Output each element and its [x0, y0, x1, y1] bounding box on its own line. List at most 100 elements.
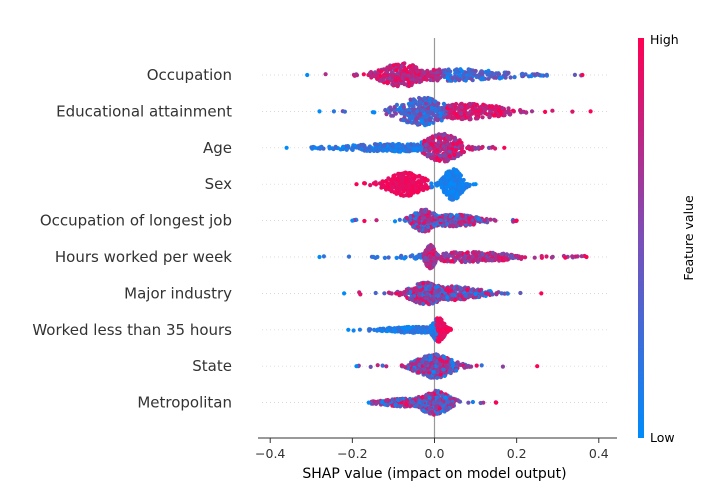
- shap-point: [423, 255, 428, 261]
- feature-swarm: [354, 167, 478, 202]
- feature-swarm: [342, 280, 544, 307]
- shap-point: [408, 254, 413, 259]
- shap-point: [436, 101, 441, 106]
- shap-point: [403, 326, 409, 331]
- shap-point: [473, 68, 478, 74]
- shap-point: [563, 255, 568, 260]
- shap-point: [427, 116, 432, 121]
- shap-point: [432, 221, 437, 226]
- shap-point: [407, 325, 412, 330]
- shap-point: [440, 359, 445, 364]
- shap-point: [448, 104, 453, 109]
- shap-point: [438, 320, 443, 325]
- shap-point: [419, 185, 424, 190]
- shap-point: [425, 291, 430, 297]
- beeswarm-layer: [284, 61, 593, 417]
- shap-point: [457, 191, 463, 196]
- shap-point: [480, 115, 485, 120]
- shap-point: [483, 218, 488, 223]
- shap-point: [441, 323, 446, 328]
- shap-point: [317, 145, 323, 150]
- shap-point: [493, 257, 498, 262]
- shap-point: [341, 144, 346, 149]
- shap-point: [350, 218, 355, 223]
- shap-point: [570, 254, 575, 259]
- shap-point: [411, 103, 416, 109]
- shap-point: [385, 73, 390, 78]
- shap-point: [454, 196, 459, 201]
- shap-point: [469, 364, 474, 369]
- shap-point: [437, 287, 442, 292]
- shap-point: [450, 116, 455, 121]
- shap-point: [362, 181, 367, 186]
- shap-point: [354, 73, 360, 78]
- shap-point: [474, 102, 479, 107]
- shap-point: [408, 178, 413, 183]
- shap-point: [391, 113, 396, 118]
- shap-point: [415, 325, 420, 330]
- shap-point: [423, 360, 428, 365]
- shap-point: [427, 210, 432, 215]
- shap-point: [362, 148, 367, 153]
- shap-point: [487, 71, 492, 76]
- shap-point: [490, 250, 495, 255]
- shap-point: [442, 159, 447, 164]
- shap-point: [445, 171, 450, 176]
- shap-point: [382, 255, 387, 260]
- shap-point: [440, 257, 445, 262]
- shap-point: [474, 363, 479, 368]
- shap-point: [346, 327, 351, 332]
- shap-point: [510, 108, 516, 113]
- shap-point: [455, 115, 460, 120]
- shap-point: [434, 252, 439, 257]
- shap-point: [502, 113, 507, 118]
- shap-point: [407, 103, 412, 108]
- shap-point: [354, 182, 359, 187]
- shap-point: [397, 293, 402, 298]
- shap-point: [321, 146, 326, 151]
- shap-point: [416, 370, 421, 375]
- shap-point: [428, 77, 433, 83]
- shap-point: [457, 253, 462, 258]
- shap-point: [395, 84, 400, 89]
- shap-point: [580, 72, 585, 78]
- shap-point: [369, 74, 374, 79]
- shap-point: [368, 327, 373, 332]
- shap-point: [441, 68, 446, 73]
- shap-point: [400, 175, 406, 180]
- shap-point: [477, 288, 482, 293]
- shap-point: [380, 179, 385, 184]
- shap-point: [385, 184, 390, 189]
- shap-point: [378, 73, 383, 78]
- shap-point: [448, 214, 453, 219]
- shap-point: [371, 148, 377, 153]
- shap-point: [367, 71, 373, 76]
- shap-point: [327, 144, 332, 149]
- shap-point: [438, 218, 443, 223]
- shap-point: [357, 327, 362, 332]
- shap-point: [392, 219, 398, 224]
- shap-point: [446, 184, 451, 189]
- shap-point: [499, 112, 504, 117]
- shap-point: [446, 157, 451, 162]
- shap-point: [503, 256, 508, 261]
- shap-point: [431, 112, 436, 117]
- shap-point: [481, 257, 486, 262]
- shap-point: [537, 72, 542, 77]
- shap-point: [488, 217, 493, 222]
- shap-point: [496, 108, 501, 113]
- shap-point: [441, 115, 446, 120]
- shap-point: [372, 142, 377, 147]
- shap-point: [570, 109, 575, 114]
- shap-point: [526, 74, 532, 79]
- shap-point: [470, 106, 475, 111]
- shap-point: [448, 109, 453, 114]
- shap-point: [454, 76, 459, 81]
- shap-point: [438, 296, 443, 301]
- shap-point: [512, 75, 517, 80]
- shap-point: [445, 106, 450, 111]
- shap-point: [544, 72, 549, 77]
- feature-swarm: [305, 61, 585, 89]
- shap-point: [422, 96, 427, 101]
- shap-point: [443, 180, 448, 186]
